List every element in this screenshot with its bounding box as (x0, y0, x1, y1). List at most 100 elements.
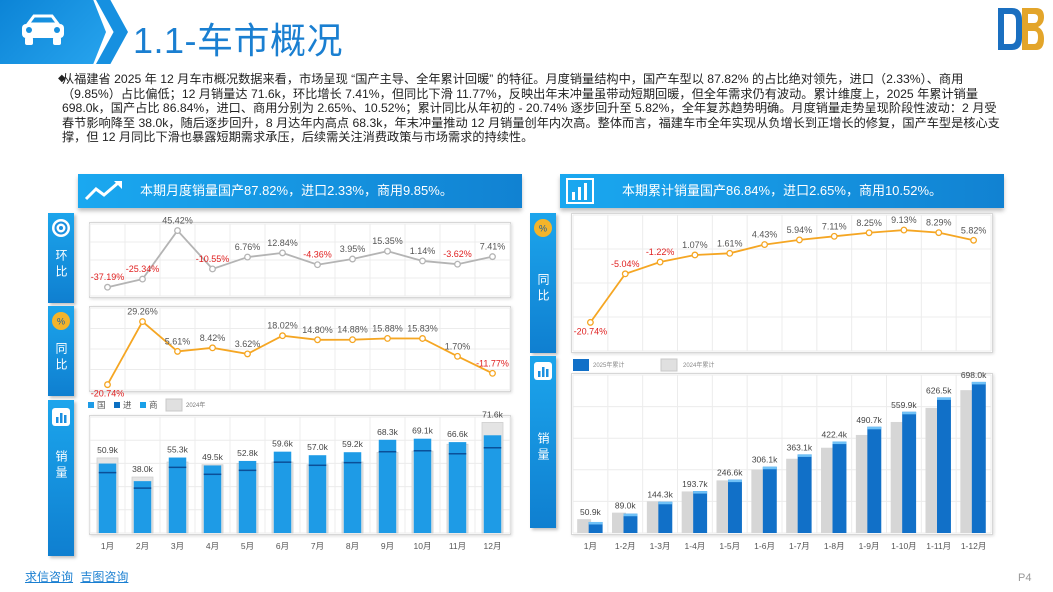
data-point (419, 335, 426, 342)
data-point (454, 260, 461, 268)
data-point (349, 336, 356, 344)
data-point (384, 247, 391, 255)
bar-current (308, 455, 327, 533)
bullet-diamond-icon: ◆ (58, 73, 66, 84)
bar-chart-icon (566, 178, 594, 204)
data-label: -4.36% (303, 250, 332, 260)
data-point (586, 318, 594, 326)
bar-current (483, 435, 502, 533)
left-summary-band: 本期月度销量国产87.82%，进口2.33%，商用9.85%。 (78, 174, 522, 208)
x-tick-label: 1-6月 (754, 541, 775, 551)
x-tick-label: 1-8月 (824, 541, 845, 551)
bar-prev-year (681, 491, 696, 533)
tab-sales-right: 销量 (530, 356, 556, 528)
right-summary-band: 本期累计销量国产86.84%，进口2.65%，商用10.52%。 (560, 174, 1004, 208)
x-tick-label: 1-12月 (961, 541, 987, 551)
legend-label: 2024年 (186, 401, 205, 409)
series-line-1 (106, 320, 493, 386)
tab-yoy-right-label: 同比 (536, 273, 550, 305)
legend-swatch (660, 358, 678, 372)
data-label: 8.42% (200, 333, 226, 343)
bar-prev-year (646, 501, 661, 533)
data-point (209, 265, 216, 273)
data-label: 66.6k (447, 429, 469, 439)
bar-highlight (937, 397, 951, 400)
data-point (761, 241, 769, 249)
data-label: 68.3k (377, 427, 399, 437)
data-label: 193.7k (682, 479, 708, 489)
data-label: 559.9k (891, 400, 917, 410)
data-label: 1.14% (410, 246, 436, 256)
x-tick-label: 1-3月 (650, 541, 671, 551)
legend-swatch (140, 402, 146, 408)
bar-current (588, 521, 603, 533)
data-label: 89.0k (615, 501, 637, 511)
bar-current (937, 397, 951, 533)
footer-link-qiuxin[interactable]: 求信咨询 (25, 570, 74, 584)
bar-chart-icon (52, 408, 70, 426)
data-point (174, 227, 181, 235)
x-tick-label: 10月 (414, 541, 432, 551)
data-label: 698.0k (961, 370, 987, 380)
x-tick-label: 1-7月 (789, 541, 810, 551)
tab-mom: 环比 (48, 213, 74, 303)
bar-highlight (797, 454, 812, 457)
x-tick-label: 1-2月 (615, 541, 636, 551)
data-point (349, 255, 356, 263)
data-label: 422.4k (821, 430, 847, 440)
bar-current (378, 439, 397, 533)
x-tick-label: 12月 (484, 541, 502, 551)
x-tick-label: 9月 (381, 541, 394, 551)
data-label: 5.61% (165, 336, 191, 346)
car-icon (22, 14, 64, 45)
x-tick-label: 1-10月 (891, 541, 917, 551)
page-number: P4 (1018, 572, 1032, 584)
bar-current (448, 442, 467, 533)
left-band-text: 本期月度销量国产87.82%，进口2.33%，商用9.85%。 (140, 183, 453, 198)
x-tick-label: 7月 (311, 541, 324, 551)
data-label: 9.13% (891, 215, 917, 225)
data-point (489, 253, 496, 261)
bar-segment (378, 450, 397, 453)
tab-sales-left: 销量 (48, 400, 74, 556)
data-label: 18.02% (267, 321, 298, 331)
bar-prev-year (821, 447, 835, 533)
data-label: -37.19% (91, 272, 125, 282)
legend-label: 进 (123, 400, 132, 410)
bar-current (238, 460, 257, 533)
data-label: 144.3k (647, 489, 673, 499)
data-point (656, 258, 664, 266)
data-label: -1.22% (646, 247, 675, 257)
data-label: -5.04% (611, 259, 640, 269)
tab-sales-right-label: 销量 (536, 432, 550, 464)
bar-highlight (902, 411, 917, 415)
bar-segment (273, 461, 292, 463)
data-label: 5.82% (961, 225, 987, 235)
x-tick-label: 1-11月 (926, 541, 951, 551)
data-label: 246.6k (717, 468, 743, 478)
series-line-0 (107, 229, 493, 289)
data-point (244, 350, 251, 358)
data-label: 55.3k (167, 445, 189, 455)
data-point (691, 251, 699, 259)
bar-highlight (658, 501, 673, 505)
data-label: 5.94% (787, 225, 813, 235)
legend-label: 国 (97, 400, 106, 410)
data-point (489, 369, 496, 377)
bar-highlight (971, 381, 986, 385)
data-label: -10.55% (196, 254, 230, 264)
bar-current (273, 451, 292, 533)
bar-segment (203, 473, 222, 476)
bar-current (867, 426, 882, 533)
percent-icon: % (52, 312, 70, 330)
bar-current (762, 466, 777, 533)
tab-yoy-left-label: 同比 (54, 342, 68, 374)
bar-segment (133, 487, 152, 489)
legend-label: 2024年累计 (683, 361, 714, 369)
footer-link-jitu[interactable]: 吉图咨询 (80, 570, 129, 584)
bar-current (98, 463, 117, 533)
data-label: 7.11% (822, 221, 847, 231)
bar-current (203, 465, 222, 533)
bar-current (623, 513, 638, 533)
data-label: 14.88% (337, 325, 368, 335)
